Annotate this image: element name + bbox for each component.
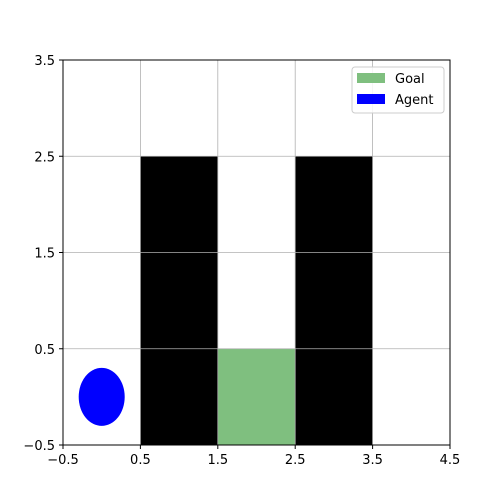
wall-cell: [295, 252, 373, 349]
y-tick-label: 3.5: [34, 54, 55, 69]
wall-cell: [140, 252, 218, 349]
y-tick-label: 2.5: [34, 150, 55, 165]
y-axis-ticks: −0.5 0.5 1.5 2.5 3.5: [23, 54, 63, 454]
legend-goal-swatch: [357, 73, 385, 83]
legend-agent-swatch: [357, 94, 385, 104]
wall-cell: [295, 156, 373, 253]
agent-layer: [78, 367, 125, 426]
agent-marker: [78, 367, 125, 426]
y-tick-label: 0.5: [34, 343, 55, 358]
wall-cell: [140, 348, 218, 445]
x-axis-ticks: −0.5 0.5 1.5 2.5 3.5 4.5: [47, 445, 460, 468]
x-tick-label: 4.5: [440, 453, 461, 468]
plot-area: −0.5 0.5 1.5 2.5 3.5 4.5 −0.5 0.5 1.5 2.5 3.5: [23, 54, 460, 468]
wall-cell: [140, 156, 218, 253]
x-tick-label: 2.5: [285, 453, 306, 468]
y-tick-label: −0.5: [23, 439, 55, 454]
x-tick-label: 3.5: [362, 453, 383, 468]
legend-agent-label: Agent: [395, 93, 433, 108]
legend: Goal Agent: [351, 66, 445, 114]
goal-cell: [217, 348, 296, 445]
legend-goal-label: Goal: [395, 72, 425, 87]
cells-layer: [140, 156, 373, 445]
wall-cell: [295, 348, 373, 445]
y-tick-label: 1.5: [34, 247, 55, 262]
x-tick-label: 0.5: [130, 453, 151, 468]
x-tick-label: 1.5: [207, 453, 228, 468]
x-tick-label: −0.5: [47, 453, 79, 468]
